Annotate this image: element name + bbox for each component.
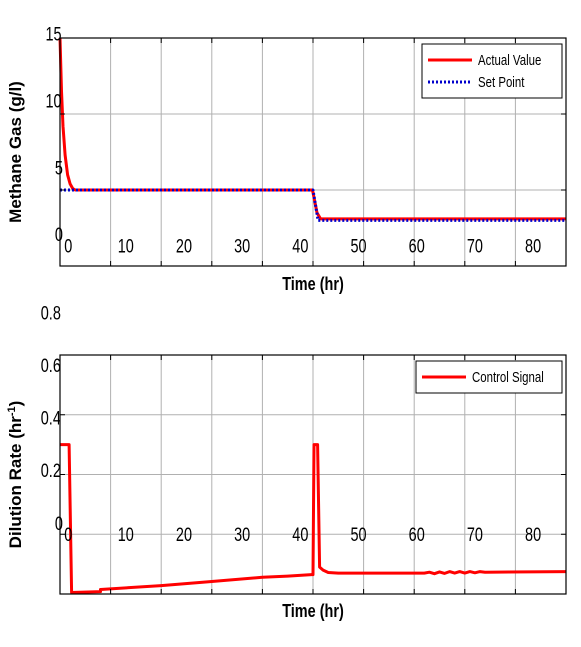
x-tick-label: 50: [350, 524, 366, 545]
x-tick-label: 10: [118, 524, 134, 545]
x-tick-label: 0: [64, 524, 72, 545]
x-tick-label: 80: [525, 236, 541, 257]
legend-box: [421, 43, 563, 99]
y-axis-label: Methane Gas (g/l): [6, 81, 25, 223]
y-tick-label: 0.6: [41, 355, 61, 376]
series-actual-value: [58, 37, 566, 221]
y-axis-label-end: ): [6, 401, 25, 407]
y-axis-label: Dilution Rate (hr-1): [6, 401, 25, 549]
dilution-rate-chart: 010203040506070809010000.20.40.60.8Time …: [6, 303, 567, 621]
x-tick-label: 70: [467, 236, 483, 257]
legend-label: Set Point: [478, 74, 525, 91]
x-tick-label: 30: [234, 524, 250, 545]
x-tick-label: 10: [118, 236, 134, 257]
series-set-point: [60, 188, 566, 222]
legend-label: Actual Value: [478, 52, 541, 69]
legend-label: Control Signal: [472, 369, 544, 386]
y-axis-label-superscript: -1: [6, 406, 18, 416]
y-tick-label: 10: [45, 91, 61, 112]
x-tick-label: 60: [409, 524, 425, 545]
x-tick-label: 70: [467, 524, 483, 545]
legend: Control Signal: [415, 360, 563, 394]
methane-gas-chart: 0102030405060708090100051015Time (hr)Met…: [6, 24, 567, 294]
y-tick-label: 0.4: [41, 408, 61, 429]
y-tick-label: 15: [45, 24, 61, 45]
x-tick-label: 50: [350, 236, 366, 257]
y-tick-label: 5: [55, 157, 63, 178]
y-tick-label: 0.2: [41, 460, 61, 481]
x-tick-label: 60: [409, 236, 425, 257]
x-tick-label: 0: [64, 236, 72, 257]
x-tick-label: 20: [176, 236, 192, 257]
x-tick-label: 40: [292, 524, 308, 545]
x-axis-label: Time (hr): [282, 600, 344, 621]
x-tick-label: 30: [234, 236, 250, 257]
x-tick-label: 40: [292, 236, 308, 257]
y-tick-label: 0.8: [41, 303, 61, 324]
x-tick-label: 80: [525, 524, 541, 545]
series-control-signal: [60, 443, 567, 594]
y-tick-label: 0: [55, 513, 63, 534]
x-tick-label: 20: [176, 524, 192, 545]
y-tick-label: 0: [55, 224, 63, 245]
legend: Actual Value Set Point: [421, 43, 563, 99]
x-axis-label: Time (hr): [282, 273, 344, 294]
